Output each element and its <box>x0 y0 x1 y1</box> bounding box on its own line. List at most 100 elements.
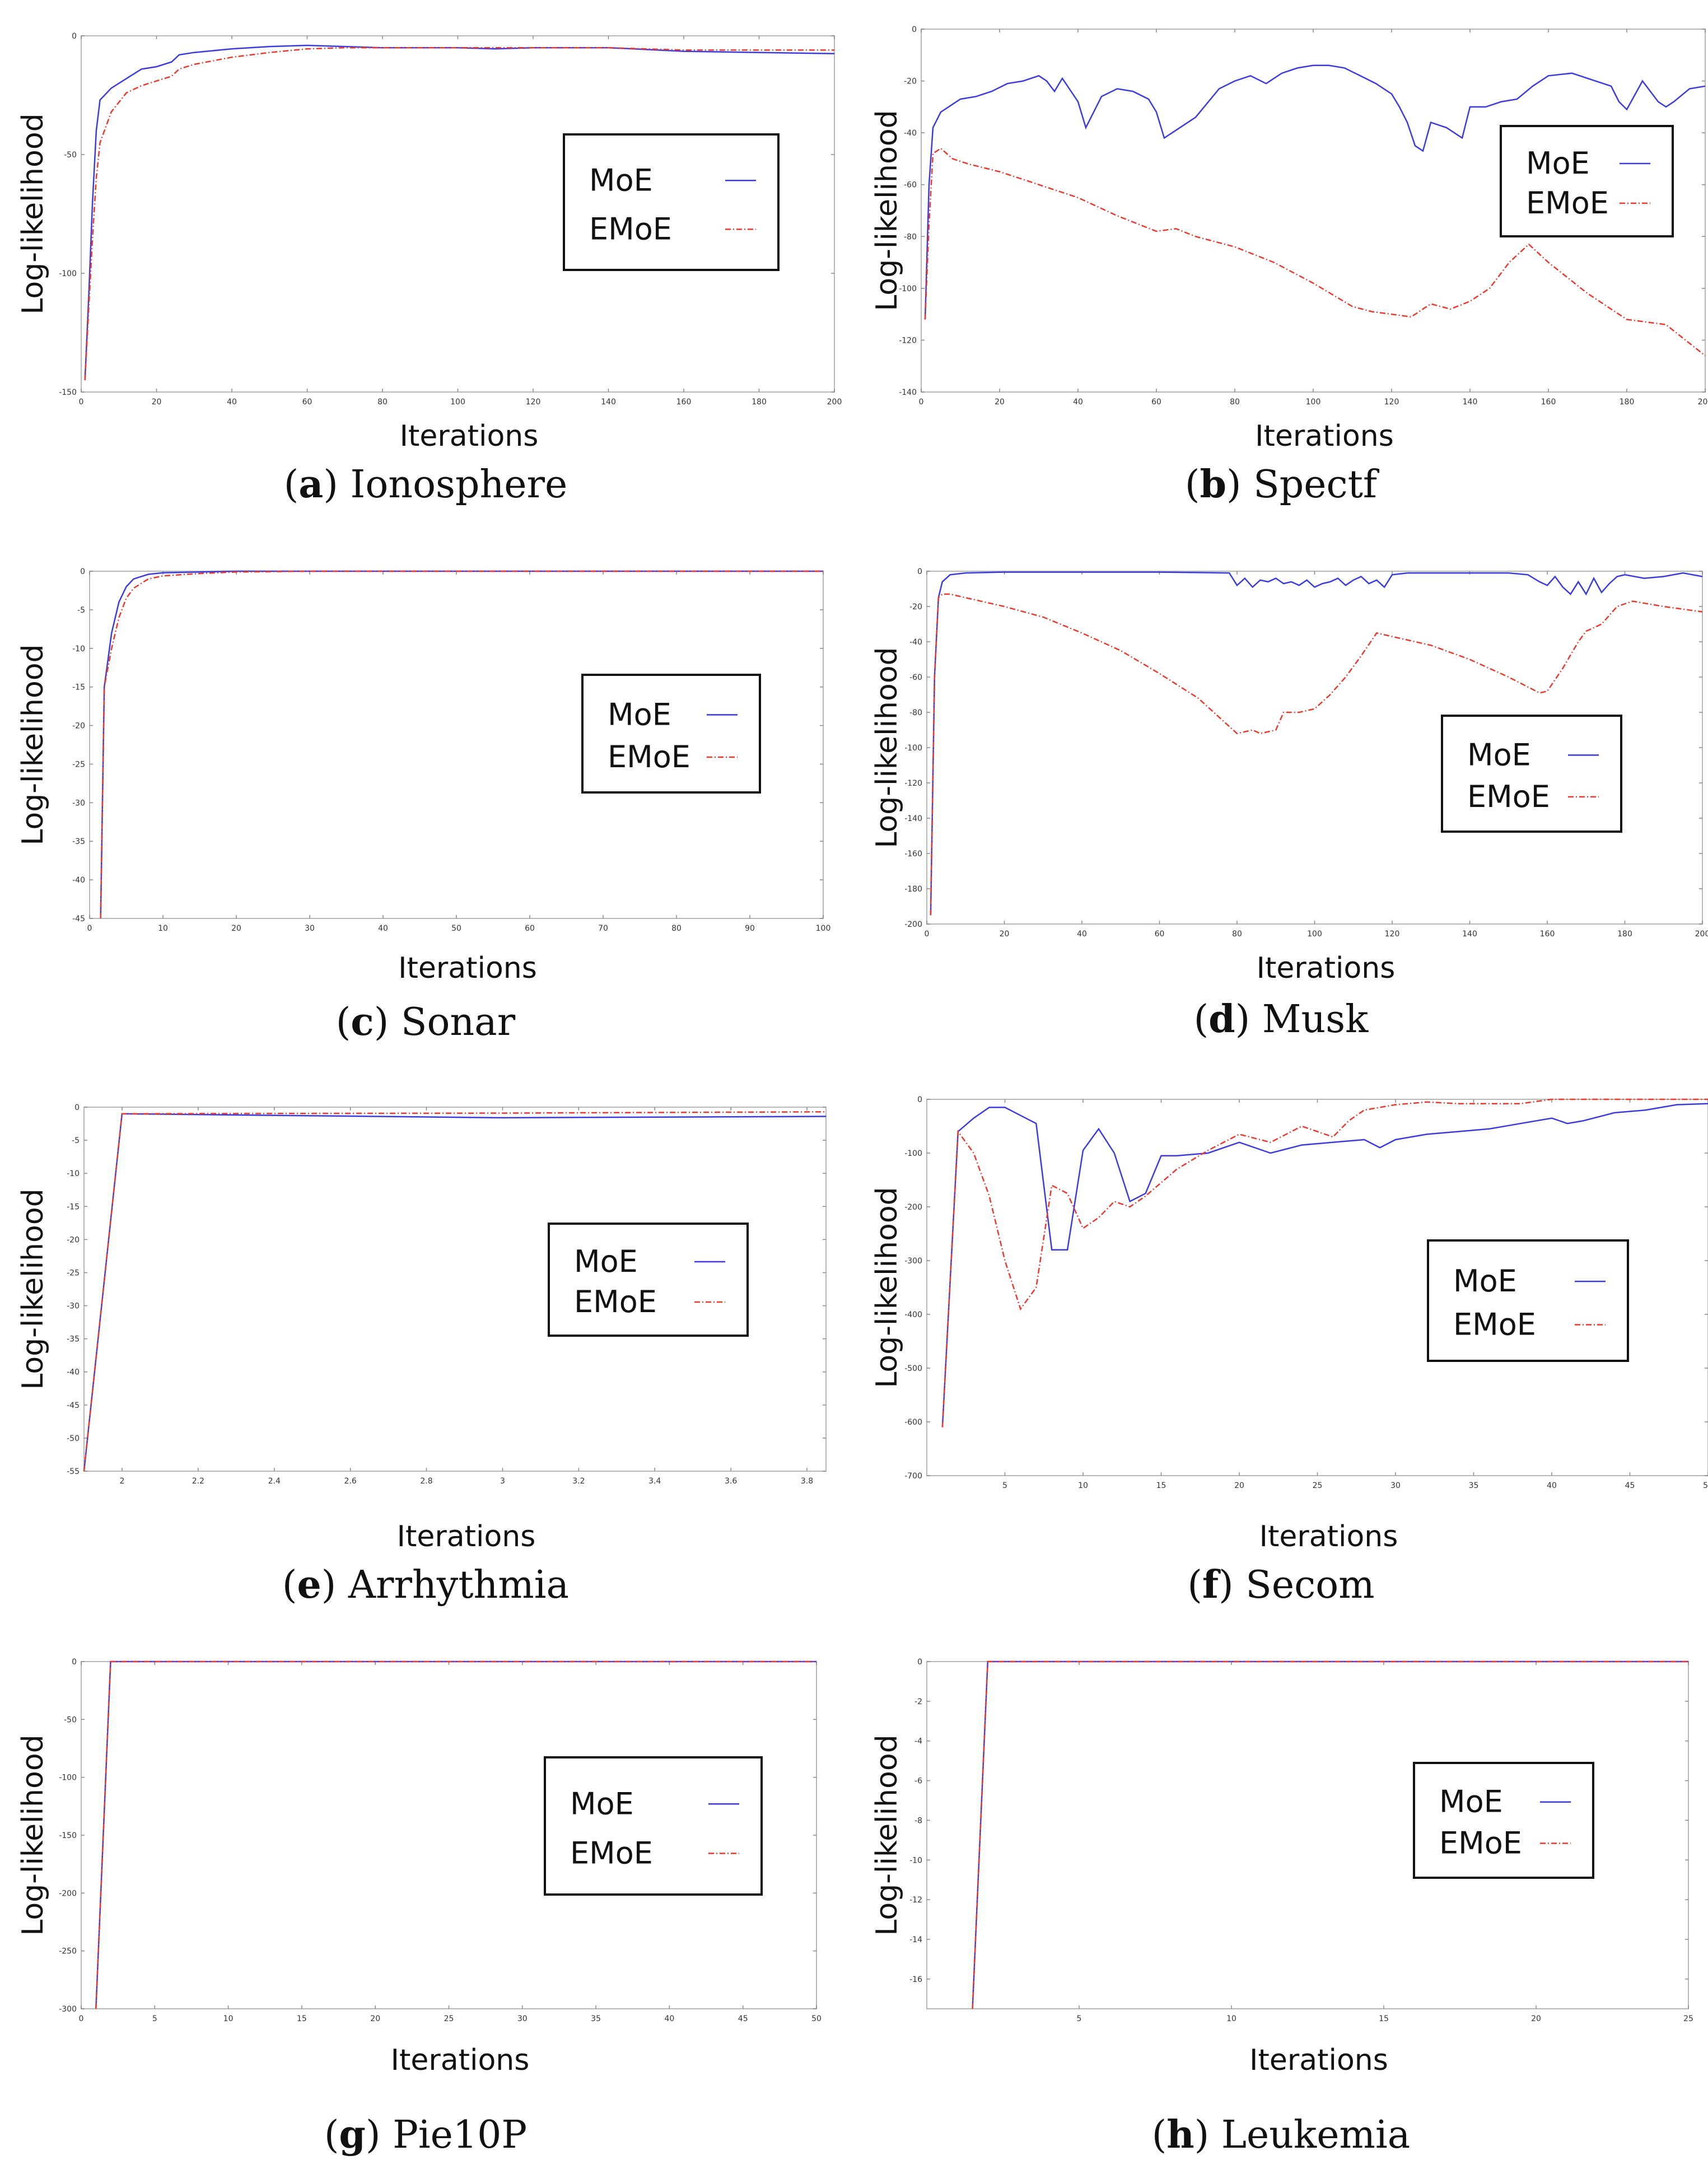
legend-label-emoe: EMoE <box>1453 1307 1536 1342</box>
y-tick-label: -4 <box>914 1737 922 1746</box>
y-tick-label: -20 <box>904 77 917 86</box>
x-tick-label: 20 <box>1000 930 1010 939</box>
legend-label-moe: MoE <box>1453 1263 1517 1299</box>
x-tick-label: 5 <box>152 2014 157 2023</box>
series-line-emoe <box>84 46 834 380</box>
y-tick-label: -40 <box>909 638 922 647</box>
y-tick-label: -5 <box>72 1136 80 1145</box>
x-tick-label: 2.8 <box>420 1477 432 1486</box>
y-tick-label: -30 <box>72 799 85 808</box>
y-tick-label: -35 <box>72 837 85 846</box>
y-axis-label: Log-likelihood <box>16 113 50 314</box>
x-tick-label: 100 <box>816 924 831 933</box>
x-tick-label: 20 <box>370 2014 380 2023</box>
x-tick-label: 200 <box>1698 398 1708 407</box>
x-tick-label: 200 <box>1695 930 1708 939</box>
series-line-emoe <box>924 147 1706 357</box>
x-tick-label: 3.8 <box>801 1477 813 1486</box>
x-tick-label: 15 <box>1156 1481 1166 1490</box>
x-tick-label: 25 <box>1683 2014 1693 2023</box>
y-tick-label: 0 <box>72 32 77 41</box>
series-line-emoe <box>930 593 1703 916</box>
x-tick-label: 0 <box>87 924 92 933</box>
x-axis-label: Iterations <box>400 419 539 453</box>
y-tick-label: -15 <box>72 683 85 692</box>
series-line-emoe <box>83 1111 827 1472</box>
x-tick-label: 0 <box>919 398 924 407</box>
y-tick-label: -80 <box>904 232 917 241</box>
x-tick-label: 40 <box>378 924 388 933</box>
x-tick-label: 40 <box>664 2014 674 2023</box>
legend-box <box>1500 125 1674 237</box>
series-line-moe <box>941 1103 1708 1427</box>
y-tick-label: -100 <box>59 269 77 278</box>
chart-panel-h: 5 10 15 20 25 0 -2 -4 -6 -8 -10 -12 -14 -16 Iterations… <box>854 1646 1708 2160</box>
y-tick-label: -140 <box>899 388 917 397</box>
y-tick-label: -10 <box>67 1169 80 1178</box>
y-tick-label: -2 <box>914 1697 922 1706</box>
x-tick-label: 90 <box>745 924 755 933</box>
chart-e: 2 2.2 2.4 2.6 2.8 3 3.2 3.4 3.6 3.8 0 -5 -10 -15 -20 -2… <box>16 1103 827 1553</box>
y-tick-label: -45 <box>72 915 85 923</box>
x-tick-label: 50 <box>1703 1481 1708 1490</box>
x-tick-label: 180 <box>752 398 767 407</box>
x-tick-label: 30 <box>305 924 315 933</box>
y-tick-label: 0 <box>917 567 922 576</box>
caption-b: (b) Spectf <box>1184 462 1378 507</box>
plot-frame <box>83 1107 827 1472</box>
x-tick-label: 20 <box>995 398 1005 407</box>
x-axis-label: Iterations <box>1257 951 1396 985</box>
y-tick-label: -100 <box>59 1774 77 1783</box>
x-tick-label: 10 <box>1078 1481 1088 1490</box>
y-tick-label: -20 <box>67 1235 80 1244</box>
y-tick-label: -160 <box>904 850 922 859</box>
y-tick-label: -100 <box>904 1149 922 1158</box>
y-tick-label: -40 <box>904 129 917 138</box>
y-tick-label: 0 <box>917 1658 922 1667</box>
series-line-emoe <box>941 1098 1708 1427</box>
y-tick-label: -120 <box>904 779 922 788</box>
legend-box <box>563 133 780 271</box>
y-tick-label: -200 <box>904 920 922 929</box>
y-tick-label: -35 <box>67 1335 80 1344</box>
x-tick-label: 80 <box>1232 930 1242 939</box>
x-tick-label: 30 <box>517 2014 528 2023</box>
x-tick-label: 20 <box>231 924 241 933</box>
legend-box <box>1441 715 1622 833</box>
x-tick-label: 25 <box>1313 1481 1323 1490</box>
y-tick-label: -20 <box>909 603 922 612</box>
x-tick-label: 200 <box>827 398 842 407</box>
x-tick-label: 80 <box>377 398 388 407</box>
legend-label-emoe: EMoE <box>589 211 672 246</box>
chart-d: 0 20 40 60 80 100 120 140 160 180 200 0 -20 -40 -60 -80… <box>870 567 1708 985</box>
y-axis-label: Log-likelihood <box>16 1188 50 1389</box>
caption-h: (h) Leukemia <box>1151 2112 1411 2157</box>
x-tick-label: 100 <box>1306 398 1321 407</box>
caption-c: (c) Sonar <box>335 1000 516 1044</box>
legend-label-moe: MoE <box>574 1244 638 1279</box>
x-tick-label: 40 <box>1077 930 1087 939</box>
x-tick-label: 45 <box>738 2014 748 2023</box>
chart-panel-g: 0 5 10 15 20 25 30 35 40 45 50 0 -50 -100 -150 -200 -250… <box>0 1646 851 2160</box>
y-tick-label: -180 <box>904 885 922 894</box>
x-tick-label: 0 <box>925 930 930 939</box>
chart-panel-c: 0 10 20 30 40 50 60 70 80 90 100 0 -5 -10 -15 -20 -25 -30… <box>0 560 851 1064</box>
x-tick-label: 3.6 <box>725 1477 737 1486</box>
y-tick-label: -80 <box>909 708 922 717</box>
x-tick-label: 3.4 <box>648 1477 661 1486</box>
x-tick-label: 100 <box>1307 930 1322 939</box>
series-line-emoe <box>100 570 823 919</box>
x-tick-label: 10 <box>158 924 168 933</box>
y-axis-label: Log-likelihood <box>16 1734 50 1935</box>
chart-a: 0 20 40 60 80 100 120 140 160 180 200 0 -50 -100 -150 I… <box>16 32 842 453</box>
y-tick-label: -140 <box>904 814 922 823</box>
series-line-moe <box>924 64 1706 320</box>
chart-h: 5 10 15 20 25 0 -2 -4 -6 -8 -10 -12 -14 -16 Iterations… <box>870 1658 1693 2077</box>
y-axis-label: Log-likelihood <box>870 1187 904 1388</box>
x-tick-label: 0 <box>79 2014 84 2023</box>
x-tick-label: 25 <box>444 2014 454 2023</box>
y-tick-label: -60 <box>909 673 922 682</box>
y-axis-label: Log-likelihood <box>870 647 904 848</box>
x-tick-label: 180 <box>1620 398 1635 407</box>
y-tick-label: -500 <box>904 1364 922 1373</box>
